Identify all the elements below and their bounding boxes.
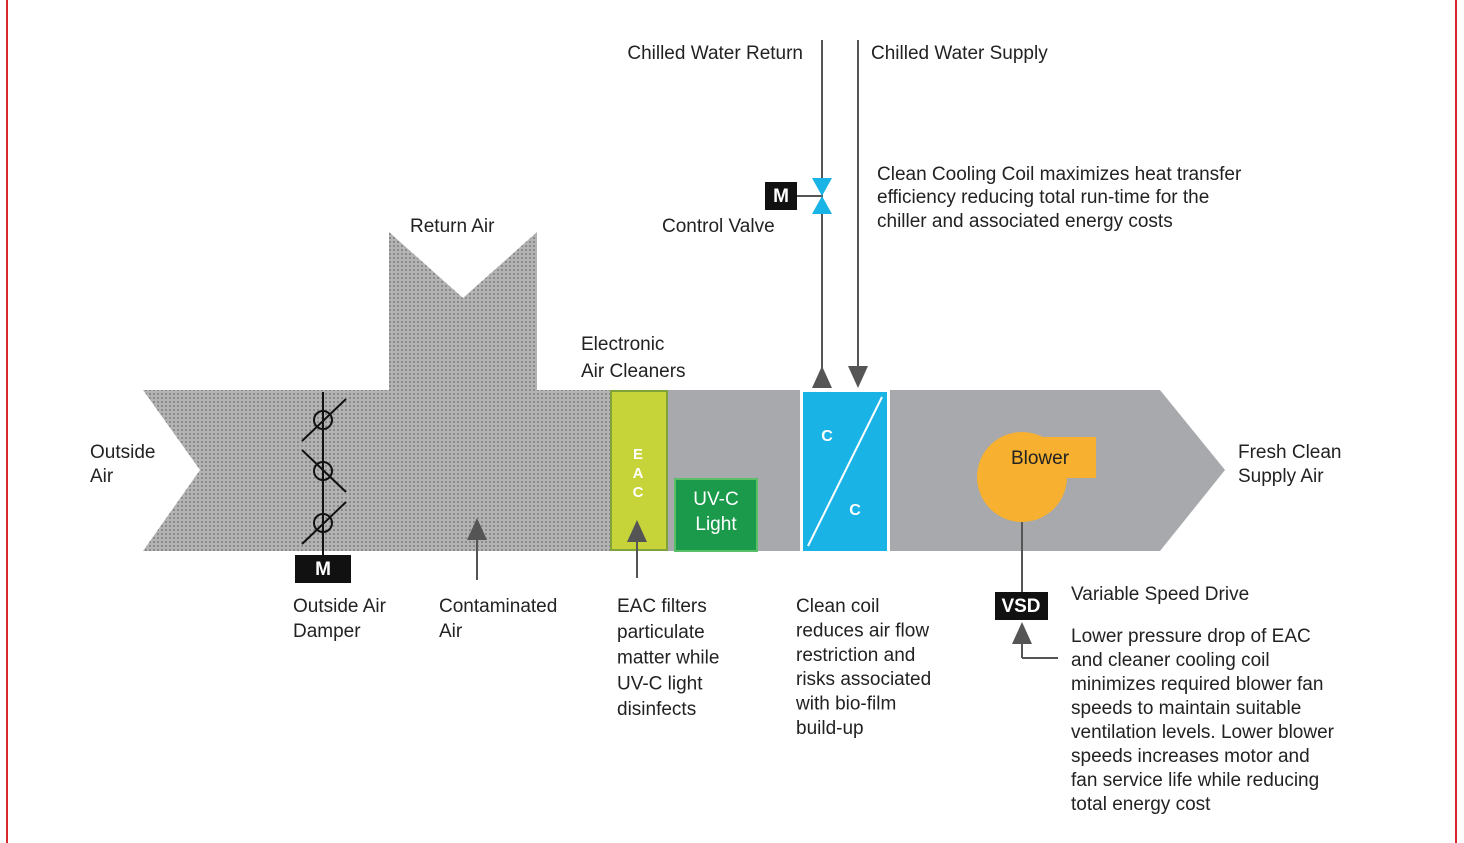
label: Air [439, 621, 463, 642]
label: Variable Speed Drive [1071, 584, 1249, 605]
note: risks associated [796, 669, 931, 690]
uvc-box [674, 478, 758, 552]
note: matter while [617, 648, 719, 669]
note: Clean coil [796, 596, 879, 617]
damper-motor [295, 555, 351, 583]
note: speeds to maintain suitable [1071, 698, 1301, 719]
supply-arrow [848, 366, 868, 388]
note: particulate [617, 622, 705, 643]
note: fan service life while reducing [1071, 770, 1319, 791]
note: ventilation levels. Lower blower [1071, 722, 1335, 743]
uvc-label: Light [695, 514, 737, 535]
note: total energy cost [1071, 794, 1211, 815]
note: EAC filters [617, 596, 707, 617]
control-valve [812, 178, 832, 214]
label: Return Air [410, 216, 495, 237]
label: Control Valve [662, 216, 775, 237]
uvc-label: UV-C [693, 489, 738, 510]
label: Fresh Clean [1238, 442, 1342, 463]
label: Damper [293, 621, 361, 642]
motor-label: M [315, 559, 331, 580]
label: Outside Air [293, 596, 387, 617]
note: reduces air flow [796, 620, 929, 641]
vsd-label: VSD [1001, 596, 1040, 617]
note: with bio-film [795, 694, 896, 715]
note: minimizes required blower fan [1071, 674, 1323, 695]
note: and cleaner cooling coil [1071, 650, 1270, 671]
note: Lower pressure drop of EAC [1071, 626, 1311, 647]
note: UV-C light [617, 673, 703, 694]
note: build-up [796, 718, 864, 739]
label: Electronic [581, 334, 664, 355]
label: Contaminated [439, 596, 557, 617]
note: speeds increases motor and [1071, 746, 1310, 767]
eac-box [610, 390, 668, 551]
coil-letter: C [849, 502, 861, 519]
label: Air Cleaners [581, 361, 686, 382]
label: Supply Air [1238, 466, 1324, 487]
label: Air [90, 466, 114, 487]
note: Clean Cooling Coil maximizes heat transf… [877, 164, 1242, 185]
return-arrow [812, 366, 832, 388]
eac-letter: C [633, 484, 644, 501]
note: disinfects [617, 699, 696, 720]
note: chiller and associated energy costs [877, 211, 1173, 232]
coil-diagonal [807, 396, 883, 547]
valve-motor [765, 182, 797, 210]
vsd-box [995, 592, 1048, 620]
blower-outlet [1022, 437, 1096, 478]
eac-letter: A [633, 465, 644, 482]
note: efficiency reducing total run-time for t… [877, 187, 1209, 208]
label: Chilled Water Return [627, 43, 803, 64]
pipes [797, 40, 859, 368]
eac-letter: E [633, 446, 643, 463]
eac-arrow [627, 520, 647, 542]
vsd-arrow [1012, 622, 1032, 644]
motor-label: M [773, 186, 789, 207]
label: Chilled Water Supply [871, 43, 1048, 64]
mixing-duct [143, 232, 612, 551]
coil-letter: C [821, 428, 833, 445]
note: restriction and [796, 645, 915, 666]
damper [301, 392, 347, 556]
label: Outside [90, 442, 155, 463]
blower-label: Blower [1011, 448, 1070, 469]
contaminated-arrow [467, 518, 487, 540]
arrows [476, 522, 1058, 659]
